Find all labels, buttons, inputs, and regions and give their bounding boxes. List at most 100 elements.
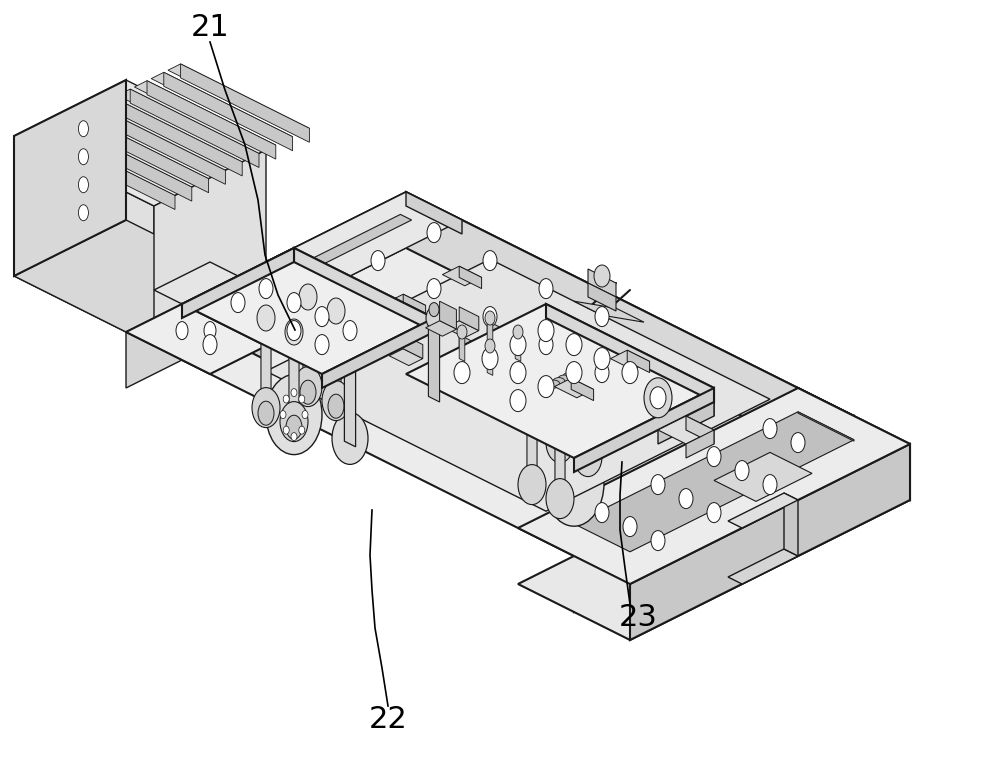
Ellipse shape (539, 279, 553, 299)
Polygon shape (46, 131, 175, 209)
Polygon shape (113, 98, 242, 176)
Polygon shape (97, 106, 225, 184)
Polygon shape (101, 98, 242, 168)
Ellipse shape (315, 306, 329, 326)
Ellipse shape (332, 413, 368, 465)
Ellipse shape (258, 401, 274, 426)
Polygon shape (557, 377, 591, 393)
Polygon shape (501, 377, 535, 393)
Ellipse shape (315, 279, 329, 299)
Polygon shape (473, 335, 507, 351)
Polygon shape (294, 248, 434, 332)
Ellipse shape (513, 325, 523, 339)
Ellipse shape (707, 503, 721, 523)
Polygon shape (459, 266, 482, 289)
Ellipse shape (429, 303, 439, 316)
Polygon shape (574, 388, 714, 472)
Ellipse shape (280, 402, 308, 442)
Polygon shape (331, 309, 341, 412)
Polygon shape (445, 321, 479, 338)
Ellipse shape (651, 474, 665, 494)
Polygon shape (182, 248, 294, 318)
Polygon shape (798, 412, 854, 441)
Ellipse shape (510, 361, 526, 384)
Ellipse shape (510, 334, 526, 355)
Ellipse shape (538, 319, 554, 342)
Polygon shape (261, 316, 271, 419)
Polygon shape (151, 73, 293, 143)
Ellipse shape (299, 284, 317, 310)
Polygon shape (389, 349, 423, 366)
Polygon shape (14, 80, 126, 276)
Polygon shape (459, 307, 479, 331)
Polygon shape (487, 321, 507, 345)
Ellipse shape (283, 395, 289, 403)
Polygon shape (63, 123, 192, 201)
Polygon shape (627, 350, 650, 373)
Ellipse shape (791, 432, 805, 452)
Ellipse shape (286, 415, 302, 439)
Polygon shape (459, 331, 465, 361)
Ellipse shape (574, 436, 602, 477)
Ellipse shape (78, 176, 88, 193)
Polygon shape (501, 405, 535, 422)
Polygon shape (543, 349, 563, 373)
Polygon shape (546, 307, 574, 329)
Ellipse shape (327, 298, 345, 324)
Polygon shape (14, 220, 266, 346)
Polygon shape (406, 304, 714, 458)
Text: 21: 21 (191, 14, 229, 43)
Polygon shape (67, 115, 209, 185)
Polygon shape (602, 371, 714, 427)
Polygon shape (428, 316, 440, 402)
Polygon shape (154, 150, 266, 346)
Polygon shape (588, 269, 616, 297)
Polygon shape (386, 294, 426, 314)
Ellipse shape (203, 335, 217, 354)
Ellipse shape (485, 311, 495, 325)
Polygon shape (610, 350, 650, 370)
Ellipse shape (454, 361, 470, 384)
Polygon shape (527, 406, 537, 496)
Polygon shape (658, 416, 714, 444)
Polygon shape (406, 192, 462, 234)
Ellipse shape (343, 321, 357, 341)
Ellipse shape (546, 478, 574, 519)
Ellipse shape (299, 395, 305, 403)
Ellipse shape (539, 335, 553, 354)
Polygon shape (154, 262, 238, 304)
Ellipse shape (302, 410, 308, 419)
Polygon shape (182, 248, 434, 374)
Ellipse shape (546, 422, 574, 462)
Ellipse shape (283, 426, 289, 434)
Polygon shape (442, 266, 482, 286)
Polygon shape (546, 304, 714, 402)
Text: 23: 23 (619, 604, 657, 633)
Polygon shape (440, 301, 456, 329)
Ellipse shape (623, 516, 637, 536)
Polygon shape (728, 549, 798, 584)
Ellipse shape (595, 363, 609, 383)
Polygon shape (182, 304, 266, 360)
Text: 22: 22 (369, 705, 407, 734)
Ellipse shape (483, 306, 497, 326)
Ellipse shape (266, 374, 322, 455)
Ellipse shape (650, 387, 666, 409)
Polygon shape (574, 301, 644, 322)
Polygon shape (303, 294, 313, 397)
Polygon shape (126, 192, 854, 556)
Polygon shape (445, 349, 479, 366)
Polygon shape (322, 318, 434, 388)
Polygon shape (515, 391, 535, 415)
Polygon shape (14, 136, 154, 346)
Ellipse shape (544, 440, 604, 526)
Ellipse shape (563, 373, 575, 380)
Polygon shape (126, 304, 266, 374)
Ellipse shape (558, 375, 570, 383)
Polygon shape (80, 115, 209, 193)
Ellipse shape (285, 319, 303, 345)
Ellipse shape (259, 279, 273, 299)
Ellipse shape (566, 334, 582, 355)
Ellipse shape (371, 306, 385, 326)
Polygon shape (555, 420, 565, 510)
